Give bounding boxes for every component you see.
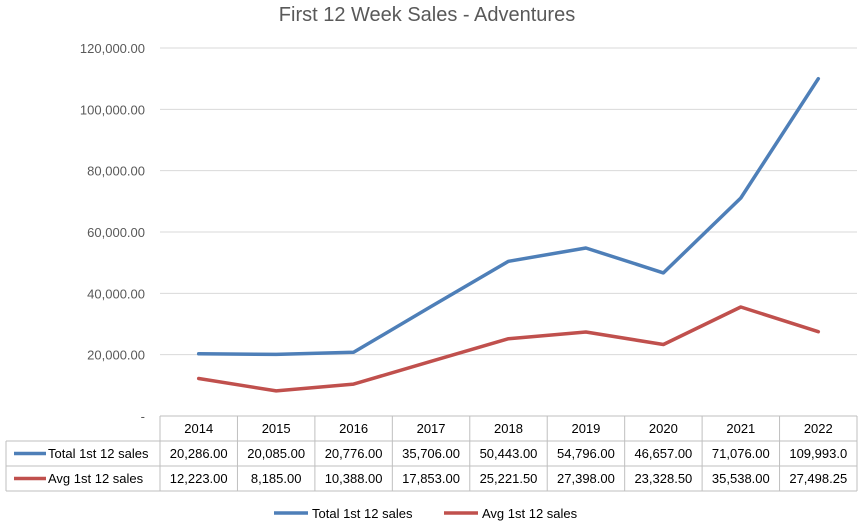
data-label: 23,328.50: [634, 471, 692, 486]
series-lines: [196, 76, 821, 393]
data-label: 71,076.00: [712, 446, 770, 461]
category-label: 2018: [494, 421, 523, 436]
y-tick-label: 120,000.00: [80, 41, 145, 56]
data-label: 50,443.00: [480, 446, 538, 461]
data-label: 109,993.0: [789, 446, 847, 461]
data-label: 46,657.00: [634, 446, 692, 461]
table-row-label: Total 1st 12 sales: [48, 446, 149, 461]
data-label: 27,398.00: [557, 471, 615, 486]
category-label: 2014: [184, 421, 213, 436]
legend-label: Total 1st 12 sales: [312, 506, 413, 521]
data-label: 25,221.50: [480, 471, 538, 486]
data-label: 54,796.00: [557, 446, 615, 461]
y-axis-ticks: - 20,000.00 40,000.00 60,000.00 80,000.00 100…: [80, 41, 145, 424]
data-label: 8,185.00: [251, 471, 302, 486]
data-label: 20,776.00: [325, 446, 383, 461]
data-label: 35,706.00: [402, 446, 460, 461]
series-line-2: [196, 305, 821, 393]
category-label: 2020: [649, 421, 678, 436]
gridlines: [160, 47, 857, 356]
data-label: 17,853.00: [402, 471, 460, 486]
y-tick-label: 60,000.00: [87, 225, 145, 240]
category-label: 2017: [417, 421, 446, 436]
data-label: 20,286.00: [170, 446, 228, 461]
data-label: 10,388.00: [325, 471, 383, 486]
y-tick-label: 80,000.00: [87, 164, 145, 179]
data-label: 35,538.00: [712, 471, 770, 486]
y-tick-label: 20,000.00: [87, 348, 145, 363]
data-label: 27,498.25: [789, 471, 847, 486]
y-tick-label: -: [141, 409, 145, 424]
data-table: 2014 2015 2016 2017 2018 2019 2020 2021 2022 Tota…: [5, 415, 858, 492]
category-label: 2016: [339, 421, 368, 436]
legend-label: Avg 1st 12 sales: [482, 506, 578, 521]
table-row-label: Avg 1st 12 sales: [48, 471, 144, 486]
chart-title: First 12 Week Sales - Adventures: [279, 4, 575, 26]
data-label: 12,223.00: [170, 471, 228, 486]
category-label: 2019: [571, 421, 600, 436]
category-label: 2021: [726, 421, 755, 436]
category-label: 2022: [804, 421, 833, 436]
y-tick-label: 40,000.00: [87, 286, 145, 301]
category-label: 2015: [262, 421, 291, 436]
y-tick-label: 100,000.00: [80, 102, 145, 117]
legend: Total 1st 12 sales Avg 1st 12 sales: [274, 506, 578, 521]
data-label: 20,085.00: [247, 446, 305, 461]
